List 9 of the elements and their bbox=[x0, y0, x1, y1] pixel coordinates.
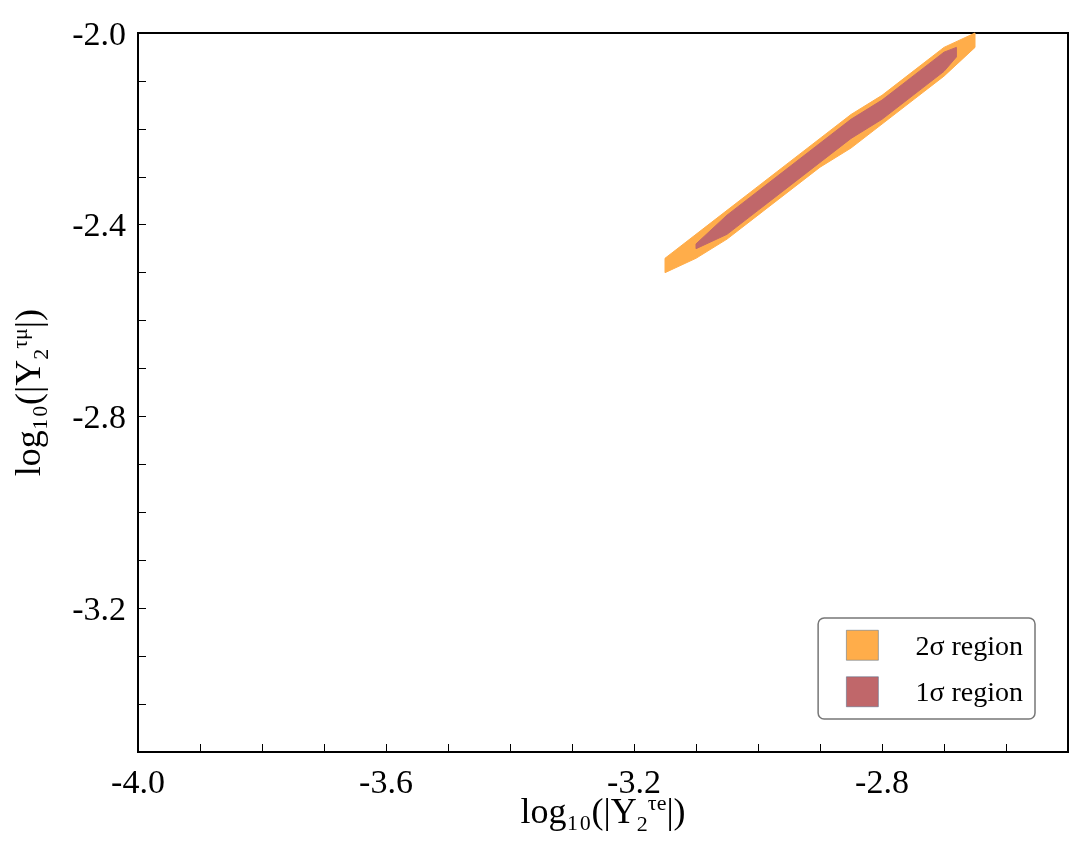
x-tick-label: -4.0 bbox=[111, 762, 165, 800]
x-tick-label: -2.8 bbox=[855, 762, 909, 800]
y-tick-label: -2.8 bbox=[72, 397, 126, 435]
x-tick-label: -3.6 bbox=[359, 762, 413, 800]
legend-label: 1σ region bbox=[915, 676, 1023, 708]
legend-label: 2σ region bbox=[915, 629, 1023, 661]
y-tick-label: -3.2 bbox=[72, 589, 126, 627]
y-tick-label: -2.4 bbox=[72, 206, 126, 244]
y-tick-label: -2.0 bbox=[72, 14, 126, 52]
